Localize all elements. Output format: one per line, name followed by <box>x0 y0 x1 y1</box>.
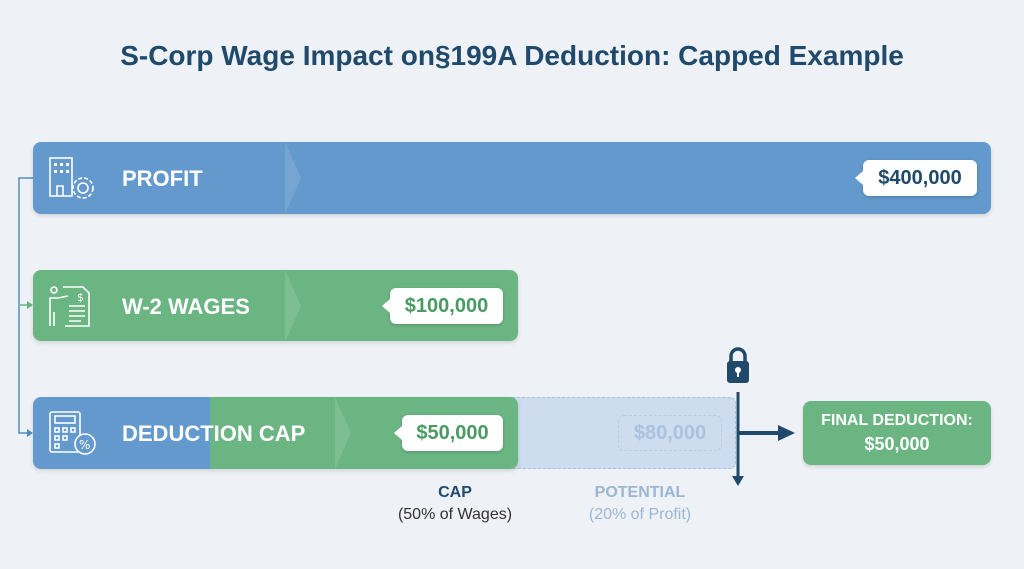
svg-text:%: % <box>79 438 90 452</box>
cap-sublabel: (50% of Wages) <box>397 506 513 523</box>
wages-bar: $ W-2 WAGES $100,000 <box>33 270 518 341</box>
cap-label: CAP <box>438 484 472 501</box>
value-pill: $400,000 <box>855 160 977 196</box>
arrow-icon <box>27 429 33 437</box>
arrow-icon <box>27 301 33 309</box>
calculator-percent-icon: % <box>49 411 96 455</box>
potential-label: POTENTIAL <box>594 484 686 501</box>
final-label: FINAL DEDUCTION: <box>821 412 973 429</box>
row-label: W-2 WAGES <box>122 294 250 319</box>
profit-bar: PROFIT $400,000 <box>33 142 991 214</box>
final-deduction-box: FINAL DEDUCTION: $50,000 <box>803 401 991 465</box>
building-gear-icon <box>49 157 94 199</box>
final-value: $50,000 <box>864 434 930 454</box>
potential-sublabel: (20% of Profit) <box>588 506 692 523</box>
row-label: DEDUCTION CAP <box>122 421 306 446</box>
value-pill: $50,000 <box>394 415 503 451</box>
arrow-down-icon <box>732 476 744 486</box>
potential-region: $80,000 <box>512 397 736 469</box>
lock-icon <box>727 347 749 383</box>
employee-document-icon: $ <box>49 286 90 327</box>
value-pill: $100,000 <box>382 288 503 324</box>
row-label: PROFIT <box>122 166 203 191</box>
arrow-right-icon <box>778 425 795 441</box>
potential-value: $80,000 <box>618 415 722 451</box>
svg-text:$: $ <box>77 291 84 304</box>
page-title: S-Corp Wage Impact on§199A Deduction: Ca… <box>120 40 904 71</box>
deduction-cap-bar: % DEDUCTION CAP $50,000 <box>33 397 518 469</box>
